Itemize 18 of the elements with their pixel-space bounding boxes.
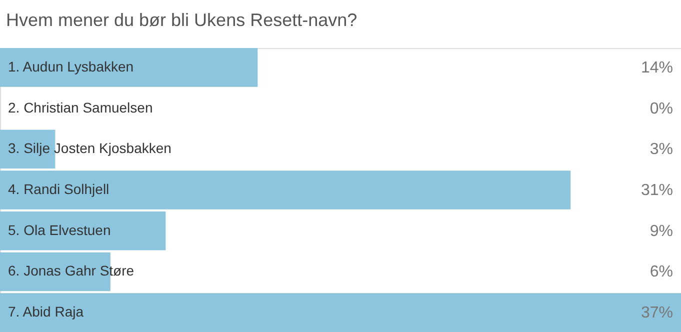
- bar: [0, 170, 571, 210]
- chart-title: Hvem mener du bør bli Ukens Resett-navn?: [6, 10, 358, 30]
- data-label: 14%: [640, 59, 673, 76]
- bar: [0, 211, 166, 250]
- bar: [0, 293, 681, 332]
- y-tick-label: 4. Randi Solhjell: [8, 181, 110, 197]
- y-tick-label: 7. Abid Raja: [8, 304, 84, 320]
- bar: [0, 130, 56, 169]
- y-tick-label: 2. Christian Samuelsen: [8, 99, 153, 116]
- data-label: 9%: [650, 222, 673, 240]
- data-label: 6%: [650, 264, 673, 281]
- y-tick-label: 5. Ola Elvestuen: [8, 222, 111, 238]
- data-label: 3%: [650, 141, 673, 158]
- data-label: 37%: [640, 304, 673, 322]
- data-label: 0%: [650, 100, 673, 118]
- y-tick-label: 1. Audun Lysbakken: [8, 58, 134, 74]
- bar: [0, 48, 258, 87]
- data-label: 31%: [640, 182, 673, 199]
